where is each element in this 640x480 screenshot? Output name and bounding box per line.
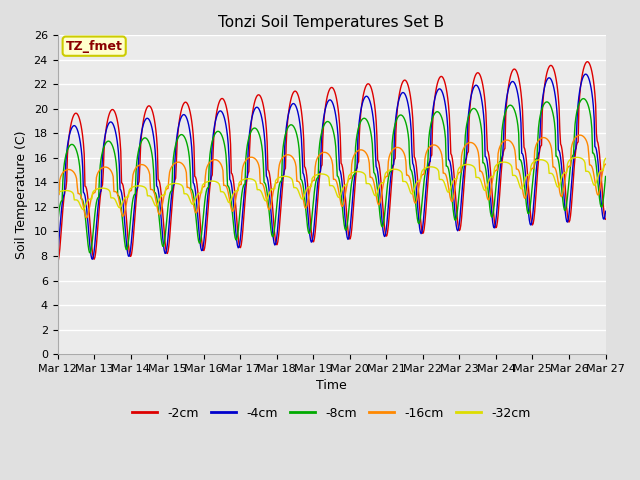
Legend: -2cm, -4cm, -8cm, -16cm, -32cm: -2cm, -4cm, -8cm, -16cm, -32cm	[127, 402, 536, 425]
Text: TZ_fmet: TZ_fmet	[66, 40, 123, 53]
Title: Tonzi Soil Temperatures Set B: Tonzi Soil Temperatures Set B	[218, 15, 445, 30]
X-axis label: Time: Time	[316, 379, 347, 392]
Y-axis label: Soil Temperature (C): Soil Temperature (C)	[15, 131, 28, 259]
